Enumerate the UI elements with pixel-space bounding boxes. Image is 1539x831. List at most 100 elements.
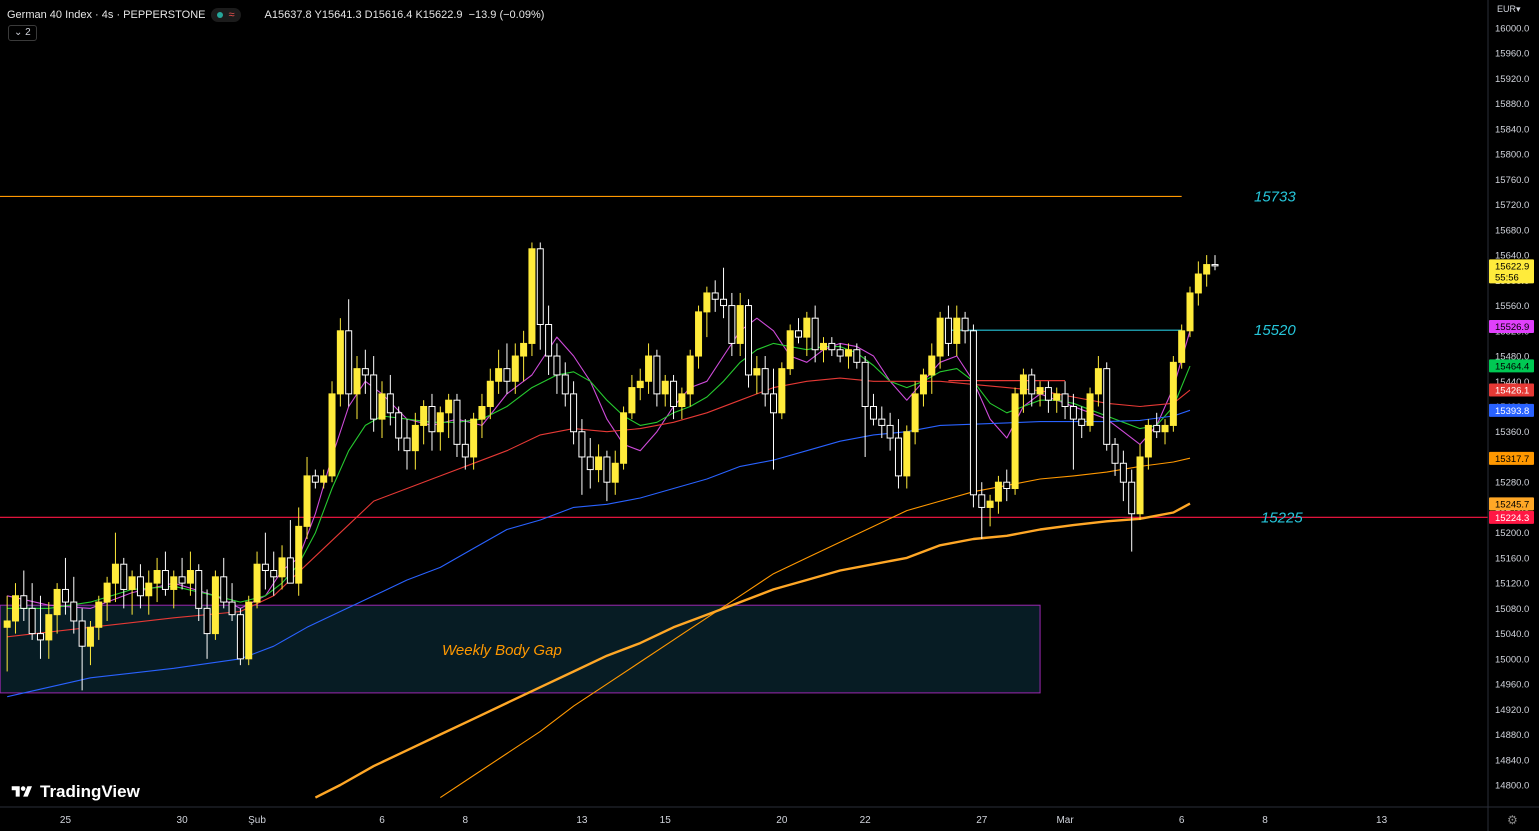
candle[interactable] xyxy=(1036,381,1044,407)
candle[interactable] xyxy=(461,419,469,470)
candle[interactable] xyxy=(1019,368,1027,413)
candle[interactable] xyxy=(1144,419,1152,470)
candle[interactable] xyxy=(1094,356,1102,407)
candle[interactable] xyxy=(586,438,594,489)
candle[interactable] xyxy=(1061,381,1069,420)
candle[interactable] xyxy=(1194,261,1202,306)
candle[interactable] xyxy=(320,469,328,489)
candle[interactable] xyxy=(919,368,927,407)
candle[interactable] xyxy=(928,343,936,394)
candle[interactable] xyxy=(753,356,761,394)
candle[interactable] xyxy=(678,387,686,420)
candle[interactable] xyxy=(103,576,111,621)
candle[interactable] xyxy=(153,557,161,603)
candle[interactable] xyxy=(745,299,753,388)
candle[interactable] xyxy=(470,412,478,470)
candle[interactable] xyxy=(953,305,961,357)
candle[interactable] xyxy=(311,469,319,489)
candle[interactable] xyxy=(645,343,653,394)
candle[interactable] xyxy=(303,456,311,539)
candle[interactable] xyxy=(128,570,136,615)
candle[interactable] xyxy=(495,349,503,394)
candle[interactable] xyxy=(70,576,78,634)
candle[interactable] xyxy=(536,242,544,350)
candle[interactable] xyxy=(1153,412,1161,439)
candle[interactable] xyxy=(328,381,336,483)
candle[interactable] xyxy=(253,551,261,609)
candle[interactable] xyxy=(528,242,536,357)
candle[interactable] xyxy=(869,393,877,426)
candle[interactable] xyxy=(944,305,952,357)
candle[interactable] xyxy=(270,551,278,596)
candle[interactable] xyxy=(1136,444,1144,521)
candle[interactable] xyxy=(1111,438,1119,476)
candle[interactable] xyxy=(828,337,836,357)
candle[interactable] xyxy=(53,583,61,634)
candle[interactable] xyxy=(411,412,419,470)
candle[interactable] xyxy=(336,318,344,407)
candle[interactable] xyxy=(969,324,977,508)
candle[interactable] xyxy=(20,570,28,621)
time-axis[interactable]: 25 30 Şub 6 8 13 15 20 22 27 Mar 6 8 13 xyxy=(60,815,1388,826)
candle[interactable] xyxy=(353,356,361,420)
candle[interactable] xyxy=(120,557,128,609)
candle[interactable] xyxy=(636,368,644,401)
candle[interactable] xyxy=(720,267,728,319)
candle[interactable] xyxy=(478,393,486,439)
candle[interactable] xyxy=(786,324,794,375)
candle[interactable] xyxy=(486,368,494,420)
candle[interactable] xyxy=(986,494,994,527)
settings-gear-icon[interactable]: ⚙ xyxy=(1507,813,1518,827)
candle[interactable] xyxy=(703,286,711,338)
candle[interactable] xyxy=(236,608,244,666)
candle[interactable] xyxy=(136,564,144,609)
candle[interactable] xyxy=(728,292,736,357)
candle[interactable] xyxy=(345,299,353,407)
candle[interactable] xyxy=(1103,362,1111,451)
candle[interactable] xyxy=(178,557,186,590)
candle[interactable] xyxy=(1053,387,1061,413)
candle[interactable] xyxy=(195,564,203,621)
candle[interactable] xyxy=(695,305,703,369)
candle[interactable] xyxy=(853,343,861,369)
candle[interactable] xyxy=(286,520,294,584)
candle[interactable] xyxy=(295,507,303,596)
candle[interactable] xyxy=(1186,286,1194,338)
candles[interactable] xyxy=(3,242,1219,691)
candle[interactable] xyxy=(211,570,219,640)
candle[interactable] xyxy=(620,406,628,470)
candle[interactable] xyxy=(453,393,461,457)
candle[interactable] xyxy=(86,620,94,666)
candle[interactable] xyxy=(228,583,236,621)
candle[interactable] xyxy=(936,311,944,369)
candle[interactable] xyxy=(778,362,786,420)
candle[interactable] xyxy=(1003,469,1011,502)
indicator-toggle-button[interactable]: ⌄ 2 xyxy=(8,25,37,41)
candle[interactable] xyxy=(711,280,719,312)
candle[interactable] xyxy=(403,419,411,470)
candle[interactable] xyxy=(1178,324,1186,369)
candle[interactable] xyxy=(511,343,519,394)
candle[interactable] xyxy=(795,318,802,344)
market-status-pill[interactable]: ≈ xyxy=(211,8,241,22)
candle[interactable] xyxy=(661,374,669,407)
candle[interactable] xyxy=(395,406,403,451)
candle[interactable] xyxy=(161,551,169,596)
candle[interactable] xyxy=(595,444,603,483)
candle[interactable] xyxy=(670,374,678,420)
candle[interactable] xyxy=(628,374,636,420)
candle[interactable] xyxy=(1028,368,1036,407)
candle[interactable] xyxy=(1044,381,1052,413)
candle[interactable] xyxy=(520,330,528,382)
candle[interactable] xyxy=(911,381,919,445)
candle[interactable] xyxy=(436,406,444,451)
candle[interactable] xyxy=(878,406,886,439)
candle[interactable] xyxy=(36,595,44,659)
candle[interactable] xyxy=(570,381,578,445)
candle[interactable] xyxy=(811,305,819,363)
candle[interactable] xyxy=(111,532,119,603)
candle[interactable] xyxy=(1203,255,1211,287)
candle[interactable] xyxy=(1119,450,1127,502)
candle[interactable] xyxy=(803,311,811,357)
candle[interactable] xyxy=(994,475,1002,514)
